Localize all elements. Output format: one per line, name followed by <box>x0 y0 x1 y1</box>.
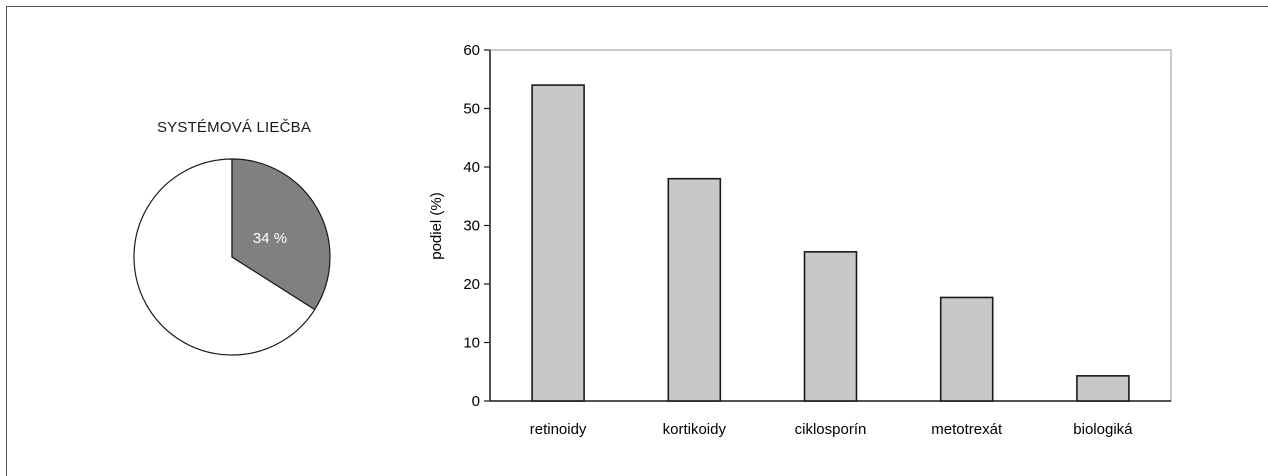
y-tick-label: 60 <box>463 42 480 59</box>
bar-kortikoidy <box>667 177 722 402</box>
x-tick-label: metotrexát <box>931 421 1003 438</box>
pie-slice-remaining <box>133 158 316 356</box>
bars <box>531 84 1130 402</box>
y-tick-label: 10 <box>463 335 480 352</box>
figure-canvas: 34 % 0 10 20 30 40 50 60 retinoidy kortikoidy ci… <box>133 42 1172 438</box>
x-tick-label: retinoidy <box>530 421 587 438</box>
y-tick-label: 40 <box>463 159 480 176</box>
x-axis-tick-labels: retinoidy kortikoidy ciklosporín metotrexát… <box>530 421 1133 438</box>
y-tick-label: 20 <box>463 276 480 293</box>
x-tick-label: kortikoidy <box>663 421 727 438</box>
bar-ciklosporín <box>803 251 858 402</box>
bar-retinoidy <box>531 84 585 402</box>
x-tick-label: biologiká <box>1073 421 1133 438</box>
bar-biologiká <box>1076 375 1130 402</box>
y-axis-label: podiel (%) <box>428 192 445 260</box>
bar-chart: 0 10 20 30 40 50 60 retinoidy kortikoidy ciklosp… <box>428 42 1172 438</box>
y-tick-label: 0 <box>472 393 480 410</box>
pie-chart: 34 % <box>133 158 331 356</box>
y-tick-label: 50 <box>463 101 480 118</box>
pie-slice-label: 34 % <box>253 230 287 247</box>
bar-metotrexát <box>939 296 994 402</box>
figure-frame <box>6 6 1268 476</box>
y-tick-label: 30 <box>463 218 480 235</box>
y-axis-ticks: 0 10 20 30 40 50 60 <box>463 42 490 410</box>
x-tick-label: ciklosporín <box>795 421 867 438</box>
pie-slice-highlighted <box>231 158 331 311</box>
pie-chart-title: SYSTÉMOVÁ LIEČBA <box>156 119 312 136</box>
